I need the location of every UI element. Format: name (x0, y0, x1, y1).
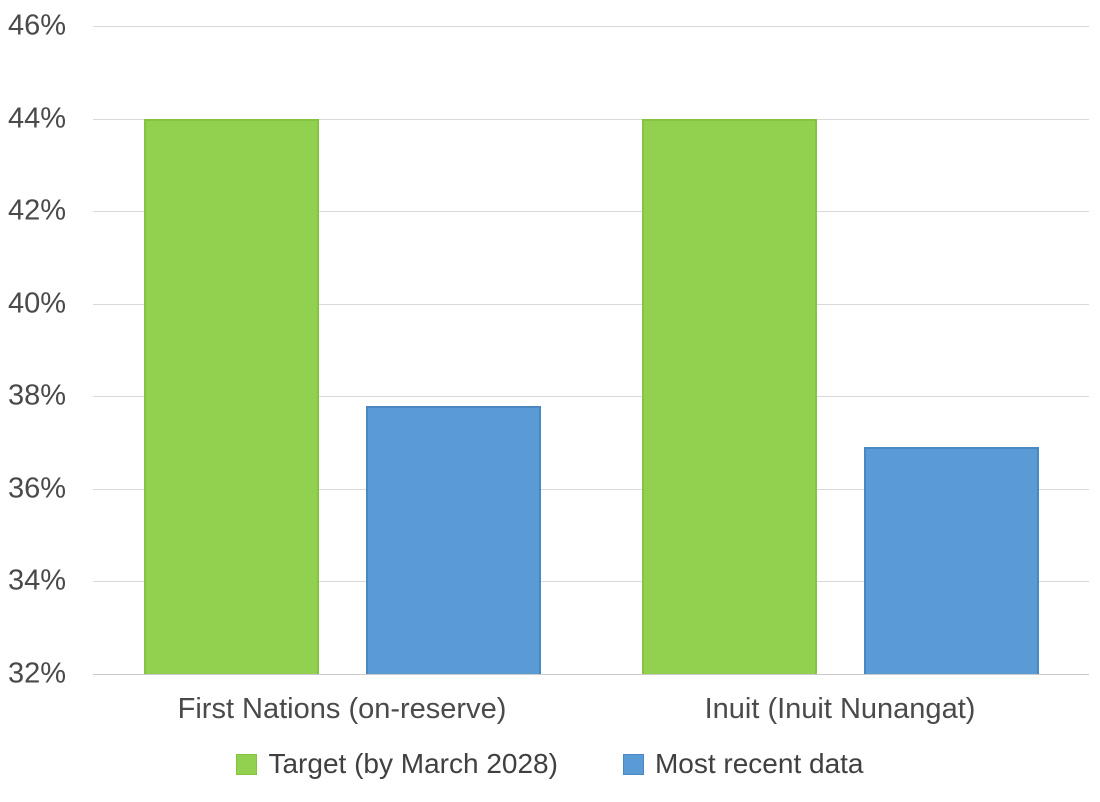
y-tick-label-32: 32% (7, 657, 66, 690)
bar-group-1 (93, 26, 591, 674)
bar-groups (93, 26, 1089, 674)
legend: Target (by March 2028) Most recent data (0, 750, 1100, 778)
gridline-40 (93, 303, 1089, 305)
gridline-36 (93, 488, 1089, 490)
y-tick-label-38: 38% (7, 379, 66, 412)
x-category-label-2: Inuit (Inuit Nunangat) (704, 693, 976, 725)
legend-swatch-icon (236, 753, 258, 775)
legend-item: Target (by March 2028) (236, 748, 558, 779)
bar (863, 447, 1039, 674)
bar (143, 118, 319, 674)
x-axis-line (93, 674, 1089, 675)
y-axis: 46% 44% 42% 40% 38% 36% 34% 32% (0, 11, 66, 688)
x-category-label-1: First Nations (on-reserve) (177, 693, 507, 725)
bar (641, 118, 817, 674)
y-tick-label-46: 46% (7, 9, 66, 42)
y-tick-label-40: 40% (7, 287, 66, 320)
legend-label: Target (by March 2028) (268, 748, 558, 779)
bar (365, 405, 541, 674)
y-tick-label-44: 44% (7, 102, 66, 135)
y-tick-label-36: 36% (7, 472, 66, 505)
y-tick-label-34: 34% (7, 564, 66, 597)
bar-group-2 (591, 26, 1089, 674)
gridline-34 (93, 581, 1089, 583)
y-tick-label-42: 42% (7, 194, 66, 227)
legend-swatch-icon (622, 753, 644, 775)
legend-label: Most recent data (654, 748, 864, 779)
x-axis: First Nations (on-reserve) Inuit (Inuit N… (93, 692, 1089, 727)
gridline-42 (93, 211, 1089, 213)
gridline-38 (93, 396, 1089, 398)
legend-item: Most recent data (622, 748, 864, 779)
plot-area (93, 26, 1089, 675)
gridline-44 (93, 118, 1089, 120)
gridline-46 (93, 26, 1089, 27)
